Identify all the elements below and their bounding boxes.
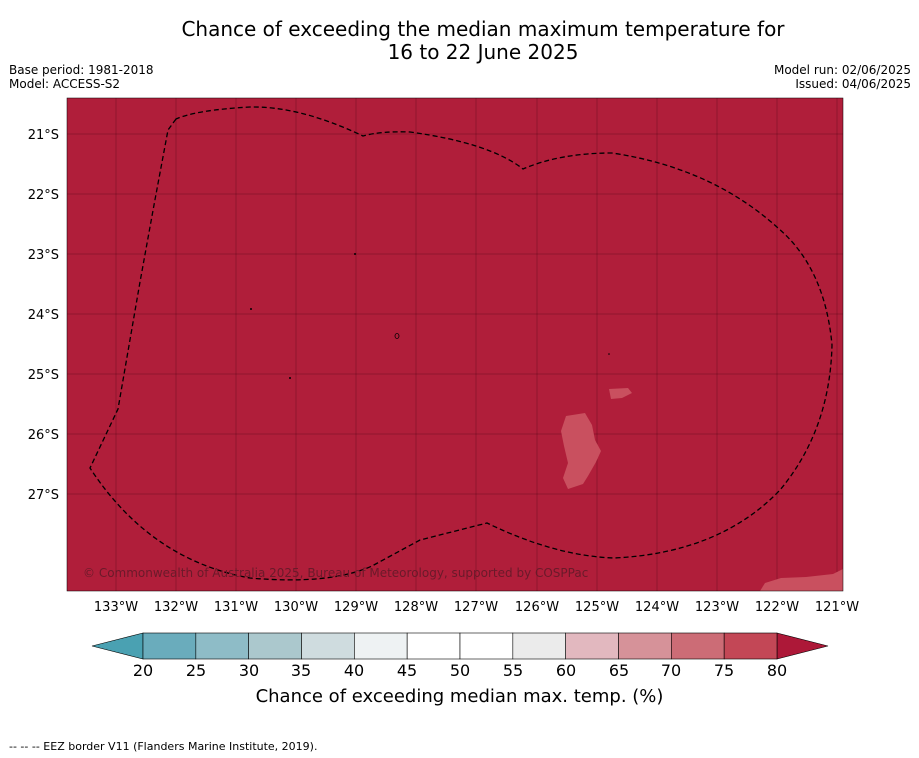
lon-label: 122°W bbox=[755, 600, 799, 615]
base-period: Base period: 1981-2018 bbox=[9, 63, 154, 77]
colorbar-tick-labels: 20 25 30 35 40 45 50 55 60 65 70 75 80 bbox=[133, 661, 787, 680]
colorbar-box bbox=[459, 632, 514, 660]
colorbar-tick: 35 bbox=[291, 661, 311, 680]
colorbar-tick: 20 bbox=[133, 661, 153, 680]
lon-label: 123°W bbox=[695, 600, 739, 615]
lat-label: 24°S bbox=[28, 308, 59, 323]
longitude-labels: 133°W 132°W 131°W 130°W 129°W 128°W 127°… bbox=[94, 600, 859, 615]
lon-label: 124°W bbox=[635, 600, 679, 615]
map-figure: © Commonwealth of Australia 2025, Bureau… bbox=[28, 97, 859, 680]
colorbar-tick: 25 bbox=[186, 661, 206, 680]
lon-label: 129°W bbox=[334, 600, 378, 615]
map-panel: © Commonwealth of Australia 2025, Bureau… bbox=[66, 97, 844, 592]
colorbar-under-arrow bbox=[91, 632, 144, 660]
lon-label: 131°W bbox=[214, 600, 258, 615]
colorbar-boxes bbox=[142, 632, 778, 660]
probability-patch-small bbox=[609, 388, 632, 399]
colorbar-box bbox=[301, 632, 355, 660]
colorbar-tick: 55 bbox=[503, 661, 523, 680]
colorbar-tick: 75 bbox=[714, 661, 734, 680]
colorbar-tick: 30 bbox=[239, 661, 259, 680]
probability-patch-corner bbox=[760, 569, 843, 591]
meta-left: Base period: 1981-2018 Model: ACCESS-S2 bbox=[9, 63, 154, 91]
lat-label: 27°S bbox=[28, 488, 59, 503]
colorbar-box bbox=[195, 632, 249, 660]
colorbar-box bbox=[142, 632, 197, 660]
colorbar-box bbox=[406, 632, 461, 660]
colorbar-tick: 65 bbox=[609, 661, 629, 680]
colorbar-tick: 80 bbox=[767, 661, 787, 680]
eez-legend-note: -- -- -- EEZ border V11 (Flanders Marine… bbox=[9, 740, 318, 753]
colorbar-box bbox=[248, 632, 302, 660]
map-frame bbox=[66, 97, 844, 592]
eez-border-line bbox=[89, 106, 833, 581]
map-gridlines bbox=[67, 98, 843, 591]
colorbar-box bbox=[671, 632, 725, 660]
lat-label: 23°S bbox=[28, 248, 59, 263]
lon-label: 133°W bbox=[94, 600, 138, 615]
colorbar-box bbox=[565, 632, 619, 660]
lon-label: 126°W bbox=[515, 600, 559, 615]
copyright-notice: © Commonwealth of Australia 2025, Bureau… bbox=[83, 566, 588, 580]
island-markers bbox=[250, 253, 610, 379]
lon-label: 128°W bbox=[394, 600, 438, 615]
colorbar-tick: 45 bbox=[397, 661, 417, 680]
model-name: Model: ACCESS-S2 bbox=[9, 77, 121, 91]
model-run: Model run: 02/06/2025 bbox=[773, 63, 911, 77]
latitude-labels: 21°S 22°S 23°S 24°S 25°S 26°S 27°S bbox=[28, 128, 59, 503]
colorbar: 20 25 30 35 40 45 50 55 60 65 70 75 80 bbox=[91, 632, 829, 680]
lat-label: 21°S bbox=[28, 128, 59, 143]
colorbar-box bbox=[512, 632, 566, 660]
lat-label: 26°S bbox=[28, 428, 59, 443]
lon-label: 127°W bbox=[454, 600, 498, 615]
colorbar-box bbox=[618, 632, 672, 660]
title-line-2: 16 to 22 June 2025 bbox=[387, 40, 579, 64]
colorbar-over-arrow bbox=[776, 632, 829, 660]
lat-label: 22°S bbox=[28, 188, 59, 203]
lon-label: 121°W bbox=[815, 600, 859, 615]
colorbar-tick: 60 bbox=[556, 661, 576, 680]
colorbar-tick: 70 bbox=[661, 661, 681, 680]
colorbar-tick: 50 bbox=[450, 661, 470, 680]
colorbar-box bbox=[354, 632, 408, 660]
lat-label: 25°S bbox=[28, 368, 59, 383]
lon-label: 130°W bbox=[274, 600, 318, 615]
issued-date: Issued: 04/06/2025 bbox=[795, 77, 911, 91]
lon-label: 125°W bbox=[575, 600, 619, 615]
meta-right: Model run: 02/06/2025 Issued: 04/06/2025 bbox=[774, 63, 911, 91]
colorbar-box bbox=[723, 632, 778, 660]
lon-label: 132°W bbox=[154, 600, 198, 615]
colorbar-tick: 40 bbox=[344, 661, 364, 680]
chart-title: Chance of exceeding the median maximum t… bbox=[0, 18, 919, 64]
map-background bbox=[67, 98, 843, 591]
probability-patch-60-65 bbox=[561, 413, 601, 489]
title-line-1: Chance of exceeding the median maximum t… bbox=[181, 17, 785, 41]
colorbar-title: Chance of exceeding median max. temp. (%… bbox=[255, 686, 664, 707]
